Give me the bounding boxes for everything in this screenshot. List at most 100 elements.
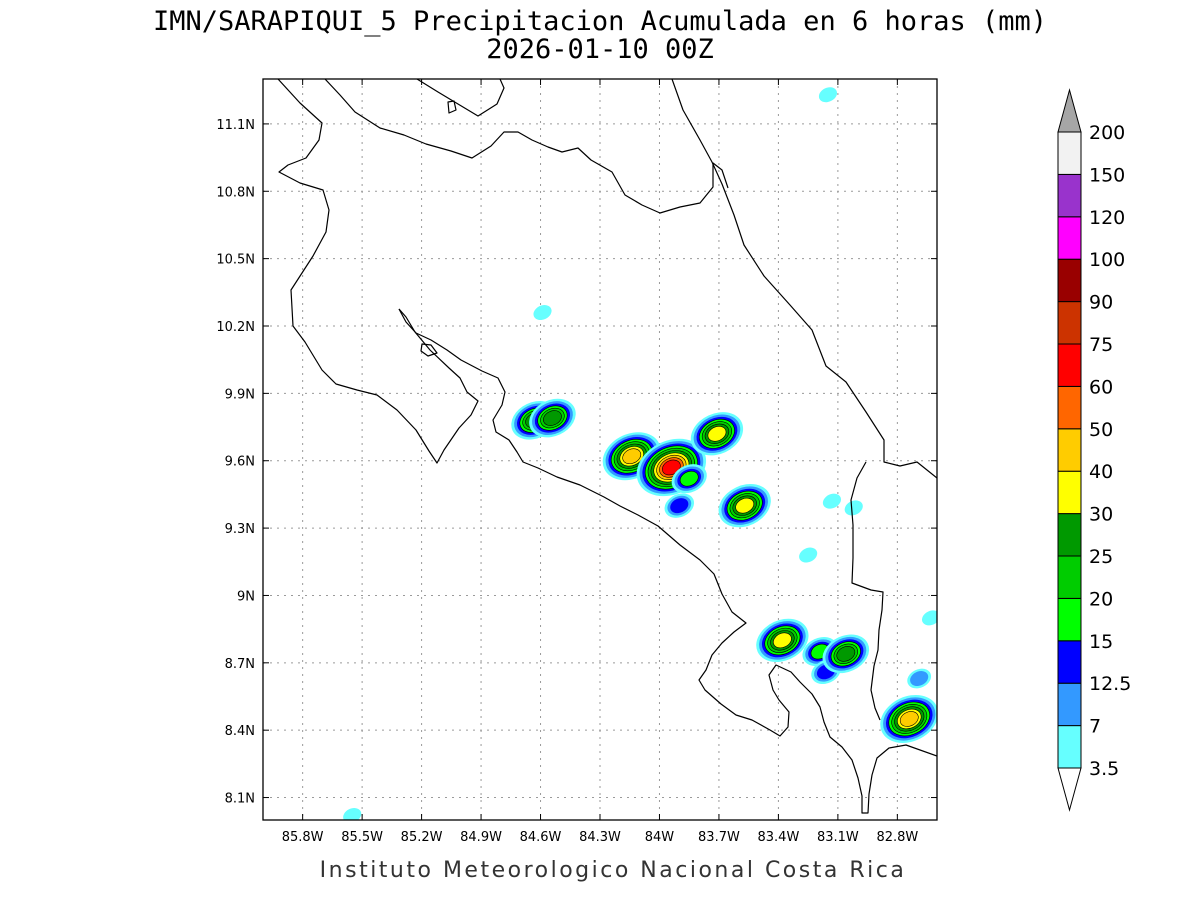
precip-contour-30 — [707, 425, 727, 442]
precip-cell — [799, 547, 818, 563]
colorbar-bin — [1057, 301, 1082, 345]
x-tick-label: 85.5W — [341, 830, 383, 845]
precip-cell — [671, 464, 707, 494]
precip-cell — [690, 412, 744, 456]
y-tick-label: 10.8N — [216, 185, 255, 200]
precip-cell — [533, 305, 552, 321]
precip-contour-30 — [773, 632, 792, 649]
colorbar-bin — [1057, 470, 1082, 515]
colorbar-bin — [1057, 428, 1082, 472]
precip-cell — [822, 634, 870, 674]
y-tick-label: 8.1N — [225, 792, 255, 807]
precip-cell — [718, 484, 771, 528]
precip-contour-7 — [910, 671, 929, 687]
colorbar-level-label: 12.5 — [1089, 673, 1131, 695]
precip-contour-12.5 — [670, 498, 689, 514]
colorbar-level-label: 120 — [1089, 207, 1125, 229]
precip-contour-25 — [543, 410, 562, 426]
nicaragua-border-line — [277, 79, 479, 464]
island-outline — [447, 100, 457, 114]
precip-contour-15 — [679, 470, 699, 487]
colorbar-bin — [1057, 216, 1082, 260]
panama-border-line — [850, 461, 884, 721]
x-tick-label: 83.4W — [758, 830, 800, 845]
colorbar-level-label: 20 — [1089, 588, 1113, 610]
y-tick-label: 10.5N — [216, 253, 255, 268]
y-tick-label: 9N — [237, 589, 255, 604]
lake-nicaragua-inner — [416, 79, 505, 117]
precip-contour-3.5 — [799, 547, 818, 563]
longitude-axis: 85.8W 85.5W 85.2W 84.9W 84.6W 84.3W 84W 83.7W 83… — [282, 79, 918, 845]
precip-contour-3.5 — [921, 610, 937, 626]
colorbar-under-arrow — [1057, 767, 1082, 812]
map-subtitle-date: 2026-01-10 00Z — [486, 34, 714, 65]
colorbar-level-label: 90 — [1089, 292, 1113, 314]
coastline-layer — [277, 79, 937, 814]
latitude-axis: 11.1N 10.8N 10.5N 10.2N 9.9N 9.6N 9.3N 9N 8.7N 8.… — [216, 118, 937, 807]
institution-credit: Instituto Meteorologico Nacional Costa R… — [320, 858, 907, 883]
y-tick-label: 9.6N — [225, 455, 255, 470]
y-tick-label: 11.1N — [216, 118, 255, 133]
precip-cell — [921, 610, 937, 626]
colorbar-legend: 3.5 7 12.5 15 20 25 30 40 50 60 75 90 100 120 150 200 — [1057, 88, 1131, 812]
precip-cell — [343, 808, 362, 820]
y-tick-label: 8.4N — [225, 724, 255, 739]
x-tick-label: 85.8W — [282, 830, 324, 845]
precip-cell — [664, 493, 695, 518]
precip-contour-40 — [899, 711, 919, 727]
y-tick-label: 9.3N — [225, 522, 255, 537]
precip-cell — [822, 493, 841, 509]
colorbar-bin — [1057, 597, 1082, 642]
y-tick-label: 9.9N — [225, 387, 255, 402]
precip-contour-3.5 — [818, 87, 838, 103]
graticule-grid — [263, 79, 937, 820]
x-tick-label: 83.7W — [698, 830, 740, 845]
precip-contour-3.5 — [343, 808, 362, 820]
lagoon-outline — [420, 343, 438, 357]
lake-nicaragua-shore — [324, 79, 729, 214]
colorbar-level-label: 40 — [1089, 461, 1113, 483]
colorbar-bin — [1057, 555, 1082, 599]
precip-cell — [907, 668, 932, 689]
colorbar-level-label: 30 — [1089, 504, 1113, 526]
precip-cell — [529, 398, 576, 438]
precip-cell — [756, 618, 809, 662]
colorbar-level-label: 25 — [1089, 546, 1113, 568]
colorbar-bin — [1057, 173, 1082, 218]
x-tick-label: 84.3W — [579, 830, 621, 845]
map-panel: 85.8W 85.5W 85.2W 84.9W 84.6W 84.3W 84W 83.7W 83… — [216, 78, 938, 845]
colorbar-level-label: 15 — [1089, 631, 1113, 653]
map-title: IMN/SARAPIQUI_5 Precipitacion Acumulada … — [153, 6, 1047, 37]
precip-contour-25 — [836, 646, 856, 662]
colorbar-level-label: 200 — [1089, 122, 1125, 144]
y-tick-label: 10.2N — [216, 320, 255, 335]
colorbar-bin — [1057, 682, 1082, 727]
x-tick-label: 82.8W — [876, 830, 918, 845]
colorbar-level-label: 3.5 — [1089, 758, 1119, 780]
precip-cell — [818, 87, 838, 103]
colorbar-bin — [1057, 258, 1082, 303]
colorbar-over-arrow — [1057, 88, 1082, 133]
precip-contour-3.5 — [844, 500, 863, 516]
precip-contour-3.5 — [822, 493, 841, 509]
precip-cell — [844, 500, 863, 516]
precip-cell — [880, 694, 937, 743]
colorbar-bin — [1057, 640, 1082, 684]
colorbar-level-label: 60 — [1089, 376, 1113, 398]
colorbar-bin — [1057, 343, 1082, 387]
precip-contour-3.5 — [533, 305, 552, 321]
precip-contour-40 — [622, 448, 642, 465]
colorbar-level-label: 75 — [1089, 334, 1113, 356]
colorbar-bin — [1057, 513, 1082, 557]
colorbar-level-label: 100 — [1089, 249, 1125, 271]
y-tick-label: 8.7N — [225, 657, 255, 672]
x-tick-label: 85.2W — [401, 830, 443, 845]
x-tick-label: 84.9W — [460, 830, 502, 845]
colorbar-level-label: 7 — [1089, 716, 1101, 738]
colorbar-level-label: 50 — [1089, 419, 1113, 441]
precip-contour-30 — [735, 497, 755, 514]
precipitation-field — [343, 87, 937, 820]
colorbar-bin — [1057, 131, 1082, 175]
x-tick-label: 84W — [645, 830, 675, 845]
